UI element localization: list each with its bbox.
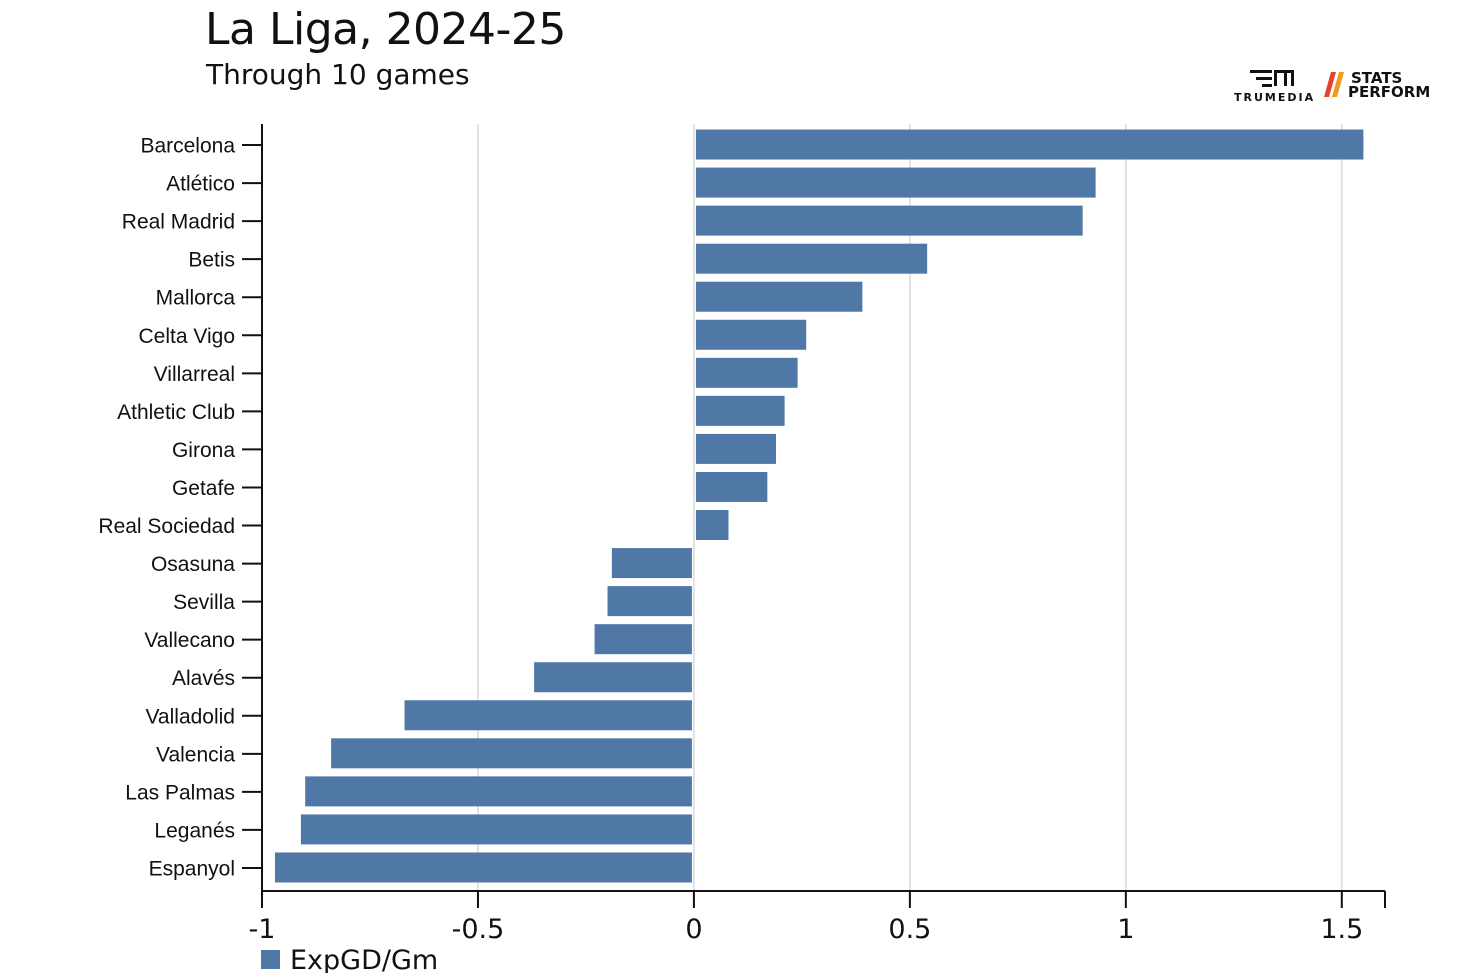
trumedia-logo-icon xyxy=(1250,70,1294,87)
category-label-0: Barcelona xyxy=(140,135,235,158)
x-tick-label-5: 1.5 xyxy=(1320,914,1363,945)
bar-17 xyxy=(305,776,692,807)
chart-subtitle: Through 10 games xyxy=(206,58,470,91)
bar-5 xyxy=(695,319,807,350)
category-label-18: Leganés xyxy=(154,819,235,842)
category-label-3: Betis xyxy=(188,249,235,272)
trumedia-logo: TRUMEDIA xyxy=(1234,70,1315,104)
category-label-17: Las Palmas xyxy=(125,781,235,804)
grid-lines xyxy=(477,124,1343,891)
chart-title: La Liga, 2024-25 xyxy=(205,4,566,55)
legend-label: ExpGD/Gm xyxy=(290,945,438,973)
category-label-9: Getafe xyxy=(172,477,235,500)
bar-15 xyxy=(404,700,692,731)
x-tick-label-1: -0.5 xyxy=(452,914,505,945)
axes xyxy=(242,124,1386,908)
category-label-15: Valladolid xyxy=(145,705,235,728)
bar-19 xyxy=(274,852,692,883)
bar-3 xyxy=(695,243,928,274)
bar-13 xyxy=(594,624,692,655)
bar-6 xyxy=(695,357,798,388)
category-label-2: Real Madrid xyxy=(122,211,235,234)
bar-10 xyxy=(695,510,729,541)
bar-2 xyxy=(695,205,1083,236)
bar-14 xyxy=(534,662,692,693)
category-label-13: Vallecano xyxy=(144,629,235,652)
stats-perform-text-line1: STATS xyxy=(1351,69,1402,87)
category-label-11: Osasuna xyxy=(151,553,235,576)
bar-18 xyxy=(300,814,692,845)
x-tick-labels: -1 -0.5 0 0.5 1 1.5 xyxy=(249,914,1364,945)
category-label-6: Villarreal xyxy=(154,363,235,386)
x-tick-label-3: 0.5 xyxy=(888,914,931,945)
category-label-14: Alavés xyxy=(172,667,235,690)
category-label-7: Athletic Club xyxy=(117,401,235,424)
category-label-1: Atlético xyxy=(166,173,235,196)
category-label-8: Girona xyxy=(172,439,235,462)
bar-4 xyxy=(695,281,863,312)
stats-perform-logo: STATS PERFORM xyxy=(1324,69,1430,101)
bar-0 xyxy=(695,129,1364,160)
stats-perform-slash-icon xyxy=(1324,72,1344,97)
trumedia-logo-text: TRUMEDIA xyxy=(1234,91,1315,104)
category-label-5: Celta Vigo xyxy=(138,325,235,348)
category-label-12: Sevilla xyxy=(173,591,235,614)
bar-8 xyxy=(695,433,776,464)
x-tick-label-4: 1 xyxy=(1117,914,1134,945)
legend: ExpGD/Gm xyxy=(261,945,438,973)
bar-11 xyxy=(611,548,692,579)
bar-1 xyxy=(695,167,1096,198)
category-labels: Barcelona Atlético Real Madrid Betis Mallorc… xyxy=(98,135,235,881)
category-label-19: Espanyol xyxy=(149,857,235,880)
bar-7 xyxy=(695,395,785,426)
category-label-16: Valencia xyxy=(156,743,235,766)
bars xyxy=(274,129,1364,883)
x-tick-label-0: -1 xyxy=(249,914,276,945)
legend-swatch xyxy=(261,950,280,969)
x-tick-label-2: 0 xyxy=(685,914,702,945)
category-label-4: Mallorca xyxy=(156,287,236,310)
stats-perform-text-line2: PERFORM xyxy=(1348,83,1430,101)
category-label-10: Real Sociedad xyxy=(98,515,235,538)
bar-16 xyxy=(331,738,692,769)
bar-9 xyxy=(695,471,768,502)
bar-12 xyxy=(607,586,692,617)
